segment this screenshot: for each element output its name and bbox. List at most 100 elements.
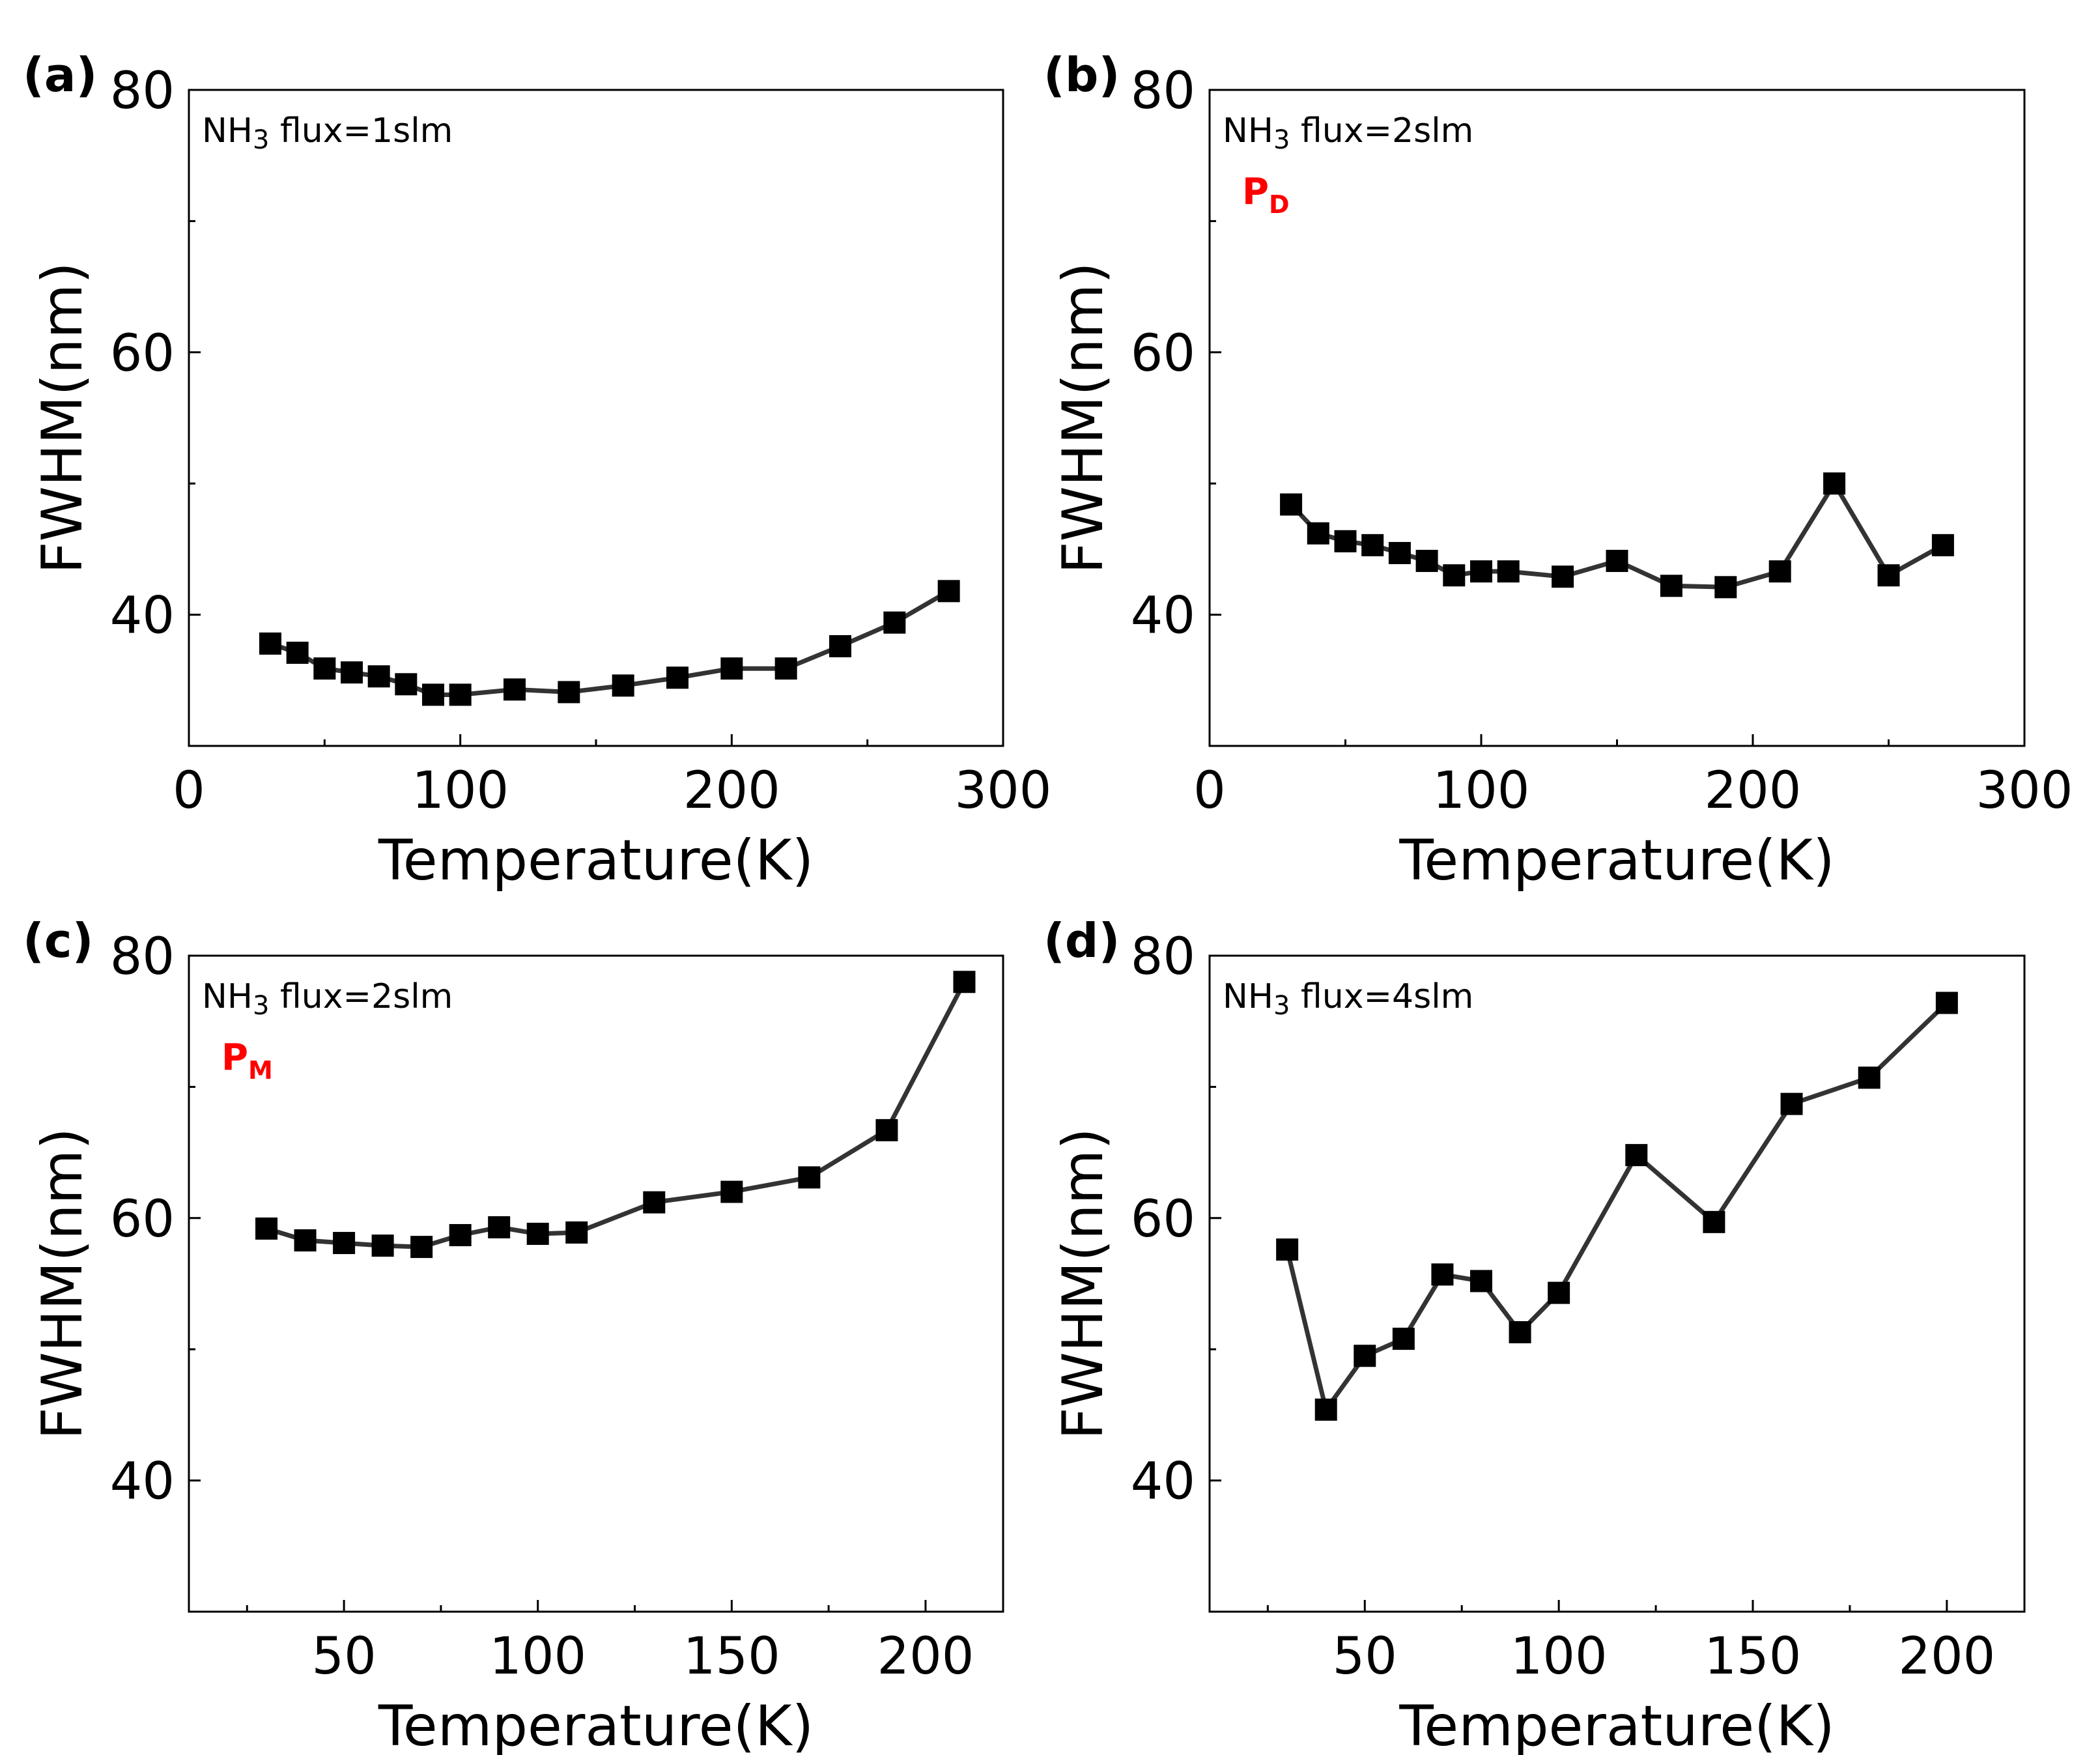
x-axis-label: Temperature(K) [378, 828, 814, 893]
y-tick-label: 80 [110, 62, 175, 121]
data-point [1307, 522, 1329, 545]
x-axis-label: Temperature(K) [378, 1694, 814, 1755]
plot-frame [188, 89, 1004, 747]
chart-panel: 0 100 200 300 40 60 80 Temperature(K) FWHM(nm) (b… [1043, 48, 2073, 893]
y-tick-label: 60 [1131, 1190, 1195, 1249]
data-point [1388, 541, 1411, 564]
flux-annotation: NH3 flux=2slm [1223, 111, 1473, 155]
y-tick-label: 40 [1131, 1453, 1195, 1511]
data-point [1780, 1092, 1803, 1115]
data-point [422, 683, 444, 706]
flux-annotation: NH3 flux=1slm [202, 111, 453, 155]
data-point [875, 1119, 898, 1141]
x-tick-label: 100 [1511, 1627, 1608, 1686]
data-point [1470, 1270, 1492, 1292]
peak-tag: PM [221, 1036, 273, 1085]
data-point [1606, 550, 1628, 573]
data-point [1354, 1345, 1376, 1367]
chart-panel: 0 100 200 300 40 60 80 Temperature(K) FWHM(nm) (a… [23, 48, 1051, 893]
data-point [504, 678, 526, 701]
data-point [953, 971, 976, 993]
x-tick-label: 100 [489, 1627, 586, 1686]
series-line [1284, 1001, 1949, 1412]
x-axis-label: Temperature(K) [1398, 828, 1834, 893]
data-point [1509, 1321, 1531, 1344]
flux-annotation: NH3 flux=2slm [202, 977, 453, 1021]
data-point [1431, 1263, 1454, 1286]
x-tick-label: 300 [955, 762, 1052, 820]
data-point [798, 1166, 821, 1189]
plot-frame [1208, 954, 2026, 1613]
data-point [1334, 530, 1357, 552]
chart-panel: 50 100 150 200 40 60 80 Temperature(K) FWHM(nm) (… [23, 913, 1004, 1755]
data-point [774, 657, 797, 680]
data-point [1931, 534, 1954, 556]
x-tick-label: 200 [683, 762, 780, 820]
data-point [1823, 472, 1846, 495]
data-point [1660, 575, 1682, 597]
y-tick-label: 60 [110, 324, 175, 383]
data-point [1714, 576, 1737, 599]
data-point [449, 683, 472, 706]
data-point [1877, 564, 1900, 587]
data-point [313, 657, 336, 680]
y-tick-label: 40 [110, 587, 175, 646]
data-point [565, 1221, 588, 1244]
data-point [1280, 493, 1303, 516]
data-point [1625, 1144, 1648, 1167]
y-tick-label: 40 [1131, 587, 1195, 646]
data-point [294, 1229, 317, 1252]
data-point [526, 1222, 549, 1245]
data-point [1548, 1281, 1570, 1304]
data-point [1552, 565, 1574, 588]
data-point [612, 674, 634, 697]
data-point [829, 635, 851, 657]
y-axis-label: FWHM(nm) [1051, 262, 1116, 574]
plot-frame [1208, 89, 2026, 747]
data-point [449, 1223, 472, 1246]
panel-label: (d) [1043, 913, 1120, 968]
x-tick-label: 50 [311, 1627, 376, 1686]
data-point [259, 632, 281, 655]
y-tick-label: 60 [1131, 324, 1195, 383]
data-point [1392, 1328, 1415, 1350]
data-point [1935, 992, 1958, 1014]
peak-tag: PD [1242, 171, 1290, 219]
y-tick-label: 80 [1131, 928, 1195, 986]
data-point [883, 611, 906, 634]
data-point [488, 1216, 511, 1238]
data-point [1415, 550, 1438, 573]
data-point [937, 580, 960, 603]
x-axis-label: Temperature(K) [1398, 1694, 1834, 1755]
y-axis-label: FWHM(nm) [1051, 1128, 1116, 1440]
panel-label: (b) [1043, 48, 1120, 102]
panel-label: (c) [23, 913, 94, 968]
x-tick-label: 100 [412, 762, 509, 820]
data-point [1768, 560, 1791, 583]
data-point [367, 665, 390, 688]
data-point [255, 1217, 278, 1240]
x-tick-label: 150 [1705, 1627, 1802, 1686]
flux-annotation: NH3 flux=4slm [1223, 977, 1473, 1021]
data-point [395, 673, 418, 696]
x-tick-label: 200 [1705, 762, 1802, 820]
data-point [1703, 1210, 1725, 1233]
data-point [1276, 1238, 1299, 1261]
data-point [643, 1191, 666, 1214]
data-point [371, 1234, 394, 1257]
data-point [333, 1232, 356, 1255]
data-point [720, 1180, 743, 1203]
data-point [1361, 534, 1384, 556]
y-tick-label: 80 [110, 928, 175, 986]
x-tick-label: 50 [1333, 1627, 1397, 1686]
data-point [286, 642, 309, 664]
plot-frame [188, 954, 1004, 1613]
chart-panel: 50 100 150 200 40 60 80 Temperature(K) FWHM(nm) (… [1043, 913, 2026, 1755]
y-tick-label: 40 [110, 1453, 175, 1511]
data-point [558, 681, 580, 704]
data-point [1858, 1066, 1880, 1089]
x-tick-label: 200 [877, 1627, 974, 1686]
data-point [1314, 1398, 1337, 1421]
y-axis-label: FWHM(nm) [30, 1128, 95, 1440]
